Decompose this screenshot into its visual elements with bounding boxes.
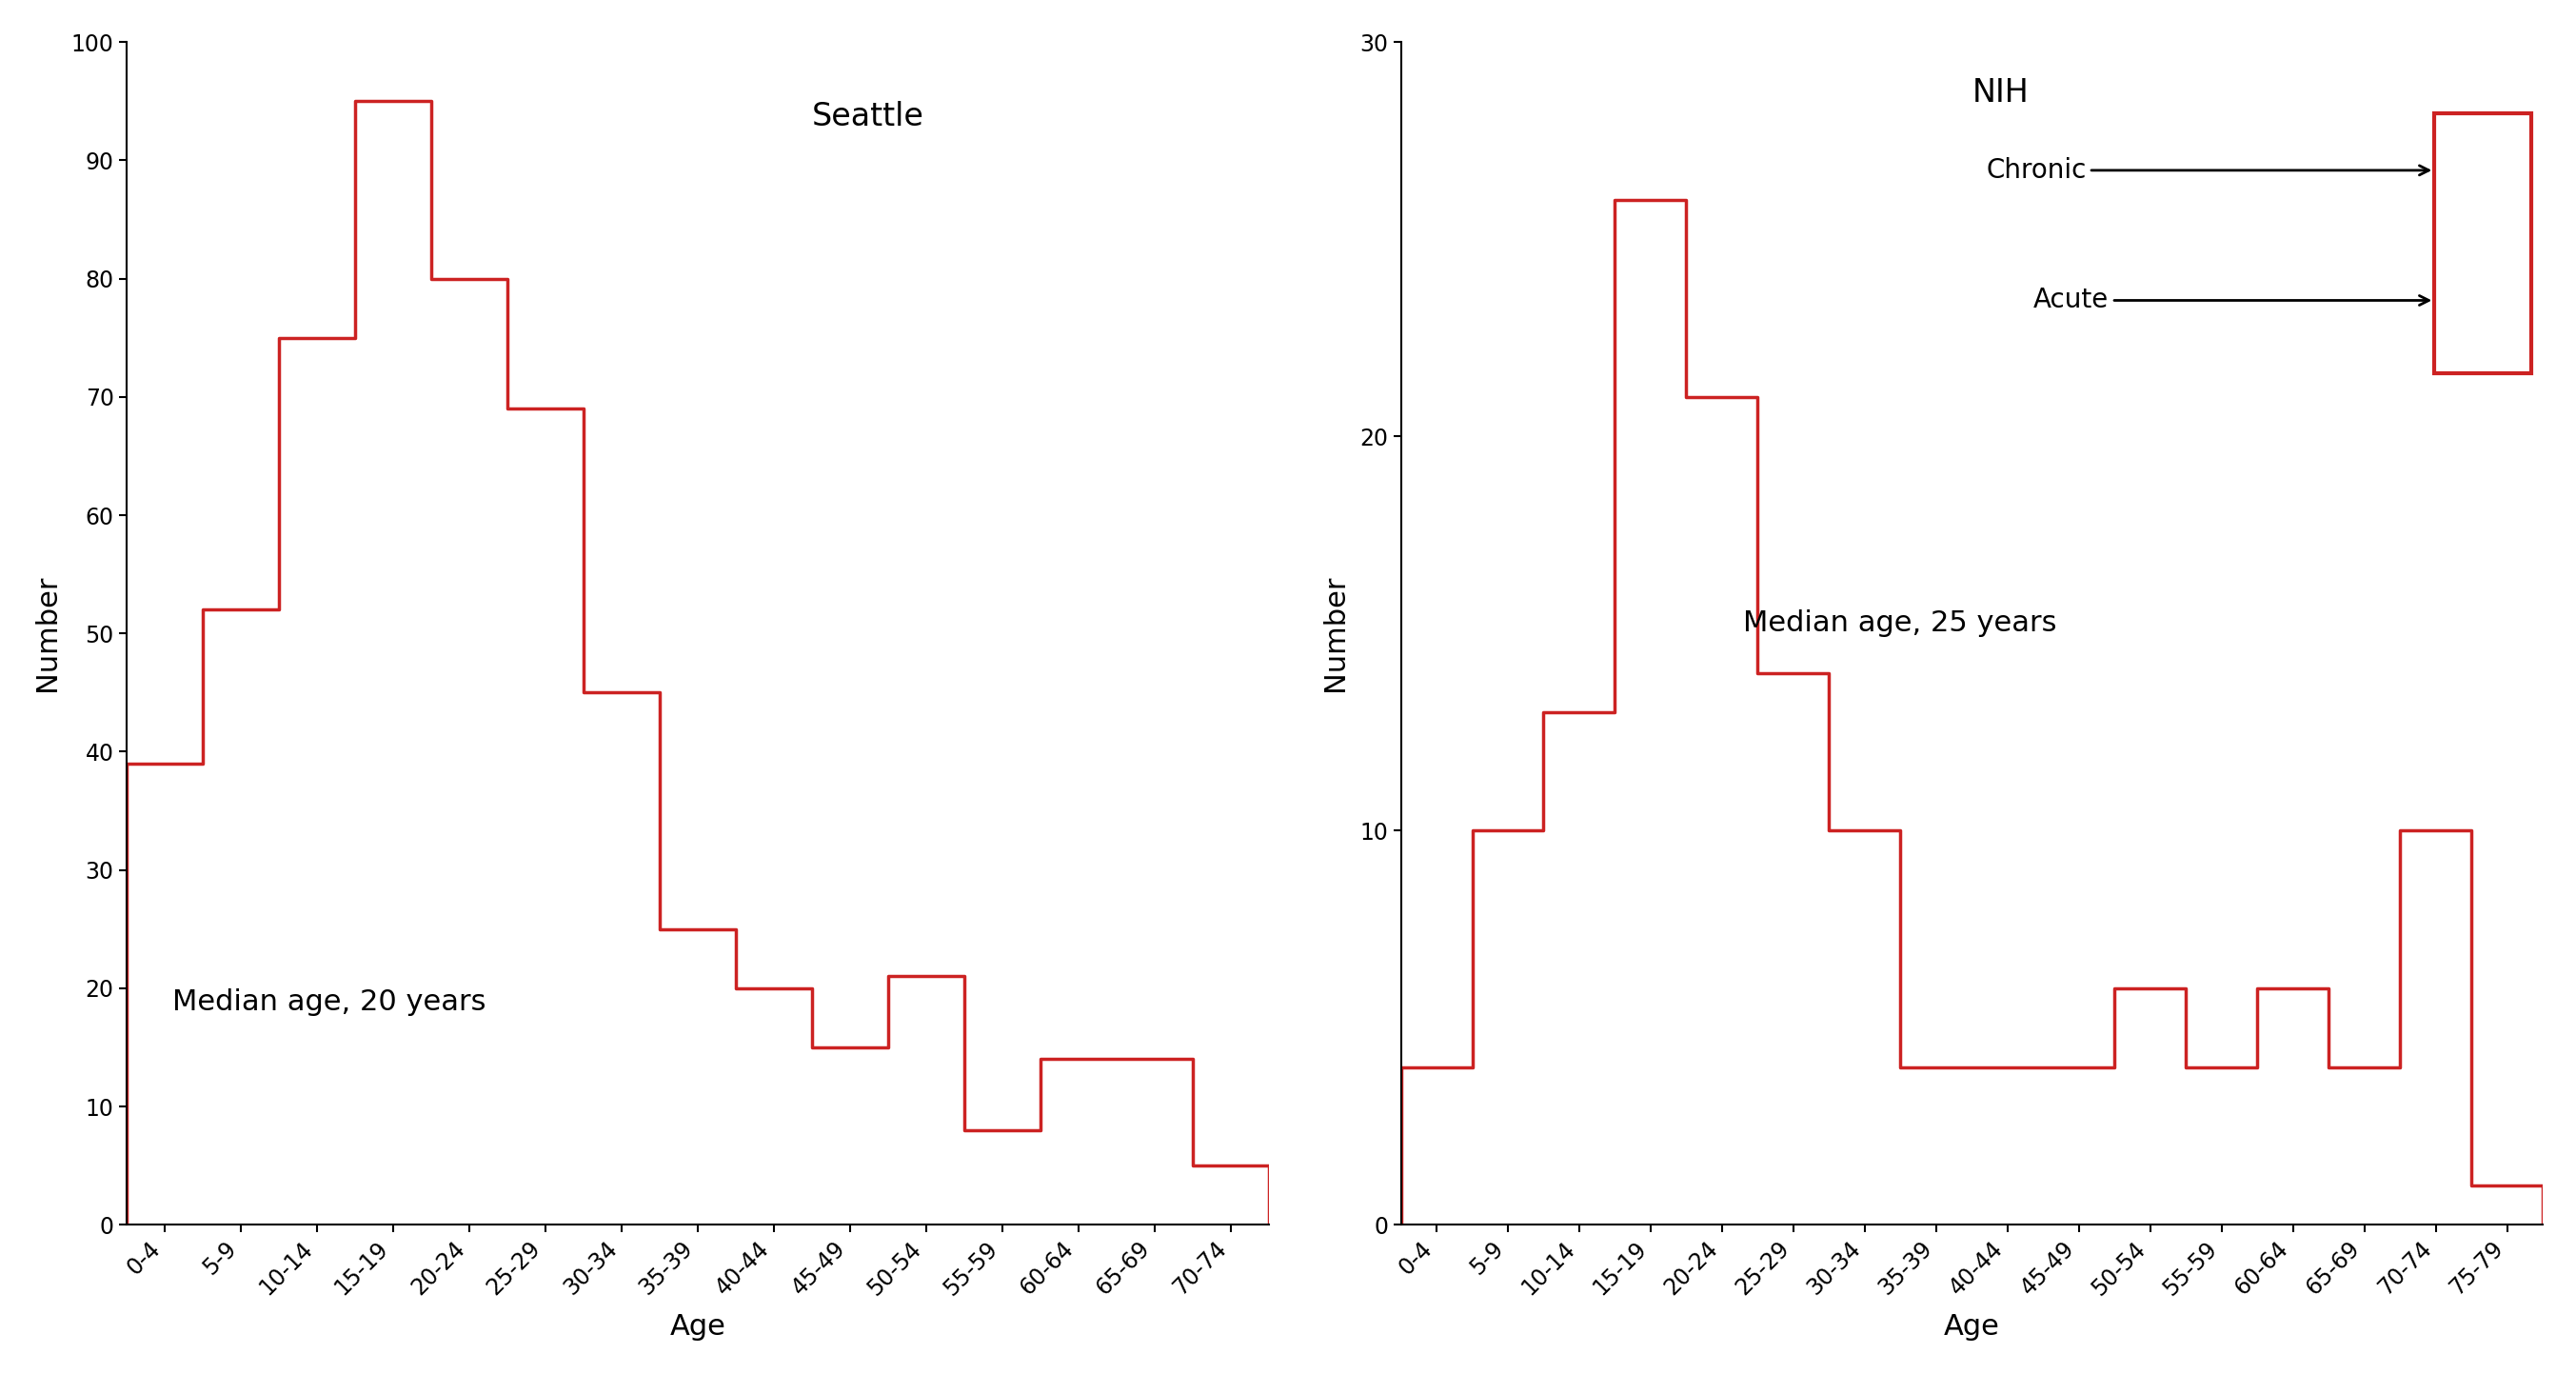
Text: Acute: Acute xyxy=(2032,287,2429,313)
X-axis label: Age: Age xyxy=(670,1314,726,1341)
Text: Median age, 20 years: Median age, 20 years xyxy=(173,988,487,1015)
Y-axis label: Number: Number xyxy=(1321,576,1350,691)
Text: Median age, 25 years: Median age, 25 years xyxy=(1744,610,2058,638)
X-axis label: Age: Age xyxy=(1945,1314,1999,1341)
Y-axis label: Number: Number xyxy=(33,576,62,691)
Bar xyxy=(2434,113,2532,374)
Text: NIH: NIH xyxy=(1971,77,2030,109)
Text: Chronic: Chronic xyxy=(1986,157,2429,184)
Text: Seattle: Seattle xyxy=(811,102,925,133)
